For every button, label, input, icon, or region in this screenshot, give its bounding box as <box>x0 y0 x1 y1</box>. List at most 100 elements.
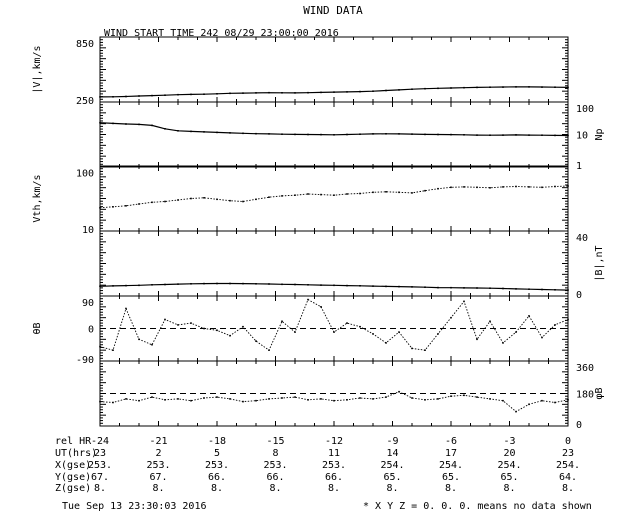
series-bfield-point <box>411 286 413 288</box>
y-tick-label: 40 <box>576 233 588 244</box>
series-thermal-point <box>112 206 114 208</box>
series-phi-trace <box>99 391 569 413</box>
series-density-point <box>385 133 387 135</box>
series-density-point <box>242 132 244 135</box>
series-density-point <box>476 134 478 136</box>
series-thermal-point <box>333 194 335 196</box>
table-row-label: X(gse) <box>55 460 91 471</box>
series-theta-point <box>398 331 400 333</box>
series-bfield-point <box>203 282 205 285</box>
table-cell: 8. <box>386 483 398 494</box>
series-bfield-point <box>255 283 257 285</box>
generated-timestamp: Tue Sep 13 23:30:03 2016 <box>62 501 207 512</box>
series-bfield-point <box>125 284 127 287</box>
series-speed-point <box>112 96 114 98</box>
series-theta-point <box>151 343 153 346</box>
series-thermal-point <box>515 185 517 188</box>
series-phi-point <box>346 399 348 401</box>
series-density-point <box>216 131 218 134</box>
panel-thermal: 100 10 Vth,km/s <box>32 165 569 236</box>
series-thermal-point <box>255 198 257 201</box>
y-axis-label: Np <box>594 128 605 140</box>
series-thermal-point <box>320 193 322 196</box>
series-phi-point <box>424 399 426 401</box>
y-axis-label: φB <box>594 387 605 399</box>
series-density-point <box>281 133 283 135</box>
series-thermal-point <box>216 198 218 201</box>
table-cell: 253. <box>146 460 170 471</box>
no-data-note: * X Y Z = 0. 0. 0. means no data shown <box>363 501 592 512</box>
series-bfield-point <box>567 289 569 291</box>
table-cell: 8. <box>328 483 340 494</box>
series-phi-point <box>307 399 309 401</box>
series-density-point <box>177 130 179 132</box>
series-density-point <box>320 133 322 136</box>
series-bfield-point <box>281 283 283 286</box>
series-thermal-point <box>125 205 127 207</box>
y-tick-label: 1 <box>576 161 582 172</box>
y-tick-label: 100 <box>76 169 94 180</box>
series-bfield-point <box>333 284 335 287</box>
series-thermal-point <box>489 187 491 189</box>
series-speed-point <box>138 95 140 97</box>
series-bfield-point <box>463 287 465 289</box>
series-phi-point <box>229 398 231 400</box>
series-speed-point <box>333 91 335 93</box>
y-tick-label: 10 <box>576 131 588 142</box>
series-theta-point <box>281 320 283 323</box>
series-thermal-point <box>138 203 140 205</box>
series-phi-point <box>567 399 569 401</box>
table-cell: 20 <box>503 448 515 459</box>
series-phi-point <box>242 400 244 403</box>
series-density-point <box>346 133 348 136</box>
series-phi-point <box>164 399 166 401</box>
series-thermal-point <box>502 186 504 188</box>
series-theta-point <box>333 331 335 333</box>
series-phi-point <box>216 396 218 398</box>
series-phi-point <box>489 398 491 400</box>
series-speed-point <box>437 87 439 90</box>
series-theta-point <box>294 331 296 333</box>
series-theta-point <box>164 318 166 321</box>
y-axis-label: θB <box>32 322 43 334</box>
series-speed-point <box>502 86 504 88</box>
series-thermal-point <box>567 185 569 187</box>
series-speed-point <box>450 87 452 89</box>
table-cell: 254. <box>556 460 580 471</box>
series-speed-point <box>424 87 426 90</box>
series-density-point <box>554 134 556 137</box>
table-cell: 8. <box>211 483 223 494</box>
series-speed-point <box>242 92 244 94</box>
table-cell: 8. <box>562 483 574 494</box>
table-row-label: Y(gse) <box>55 472 91 483</box>
series-speed-point <box>541 86 543 88</box>
series-speed-point <box>476 86 478 89</box>
series-bfield-point <box>450 286 452 289</box>
series-phi-point <box>333 399 335 402</box>
table-cell: 23 <box>562 448 574 459</box>
series-thermal-point <box>554 185 556 188</box>
series-theta-point <box>216 329 218 332</box>
x-tick-label: -9 <box>386 436 398 447</box>
series-thermal-point <box>99 207 101 209</box>
table-cell: 67. <box>149 472 167 483</box>
table-cell: 8. <box>445 483 457 494</box>
series-density-point <box>411 133 413 135</box>
table-cell: 66. <box>266 472 284 483</box>
series-bfield-point <box>554 289 556 291</box>
series-speed-point <box>463 86 465 89</box>
series-theta-point <box>255 340 257 342</box>
series-speed-point <box>203 93 205 95</box>
series-theta-point <box>307 298 309 301</box>
series-theta-trace <box>99 298 569 351</box>
y-tick-label: 180 <box>576 390 594 401</box>
series-phi-point <box>281 397 283 399</box>
series-thermal-point <box>346 193 348 195</box>
series-speed-point <box>398 89 400 91</box>
series-theta-point <box>112 349 114 351</box>
series-speed-point <box>359 90 361 93</box>
series-bfield-point <box>190 283 192 285</box>
series-bfield-point <box>112 285 114 287</box>
y-tick-label: 0 <box>576 290 582 301</box>
